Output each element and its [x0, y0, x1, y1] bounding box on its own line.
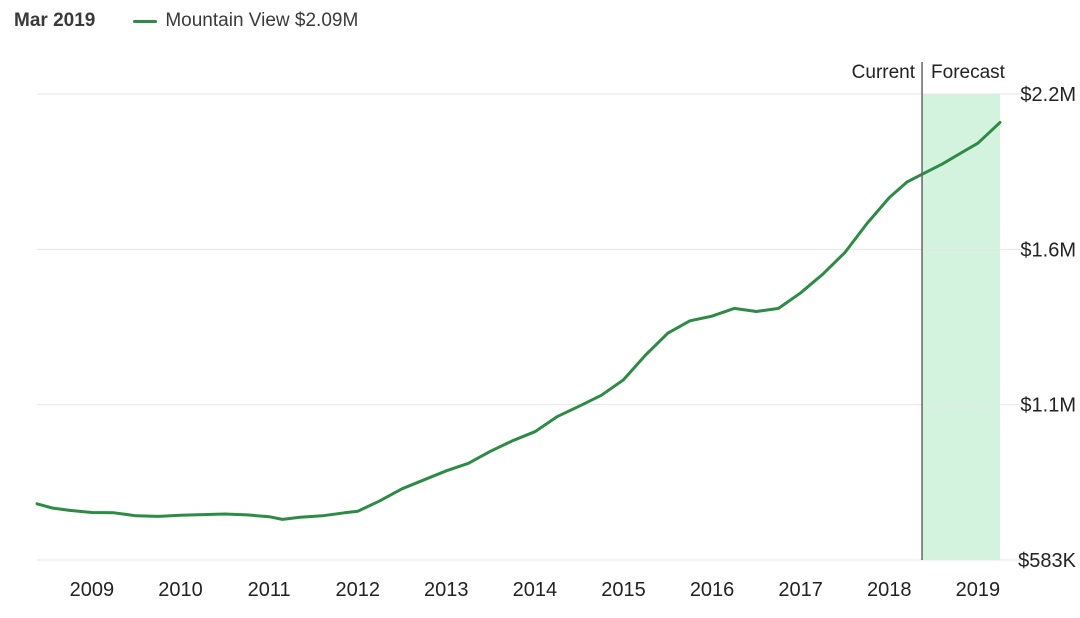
forecast-label: Forecast [931, 62, 1006, 83]
x-tick-label: 2016 [690, 579, 735, 601]
x-tick-label: 2013 [424, 579, 469, 601]
x-tick-label: 2017 [778, 579, 823, 601]
x-tick-label: 2014 [513, 579, 558, 601]
legend-label: Mountain View $2.09M [165, 10, 359, 31]
x-tick-label: 2012 [335, 579, 380, 601]
x-tick-label: 2009 [70, 579, 115, 601]
legend[interactable]: Mountain View $2.09M [133, 10, 358, 32]
forecast-region [922, 94, 1000, 560]
x-tick-label: 2015 [601, 579, 646, 601]
series-line-mountain-view[interactable] [35, 121, 1002, 521]
chart-header: Mar 2019 Mountain View $2.09M [14, 8, 358, 34]
x-tick-label: 2019 [956, 579, 1001, 601]
x-tick-label: 2011 [248, 579, 291, 601]
x-tick-label: 2010 [158, 579, 203, 601]
y-tick-label: $583K [1018, 550, 1076, 572]
y-tick-label: $2.2M [1020, 84, 1076, 106]
y-tick-label: $1.1M [1020, 395, 1076, 417]
legend-line-swatch [133, 19, 158, 23]
y-tick-label: $1.6M [1020, 239, 1076, 261]
x-tick-label: 2018 [867, 579, 912, 601]
date-label: Mar 2019 [14, 10, 96, 31]
current-label: Current [852, 62, 916, 83]
